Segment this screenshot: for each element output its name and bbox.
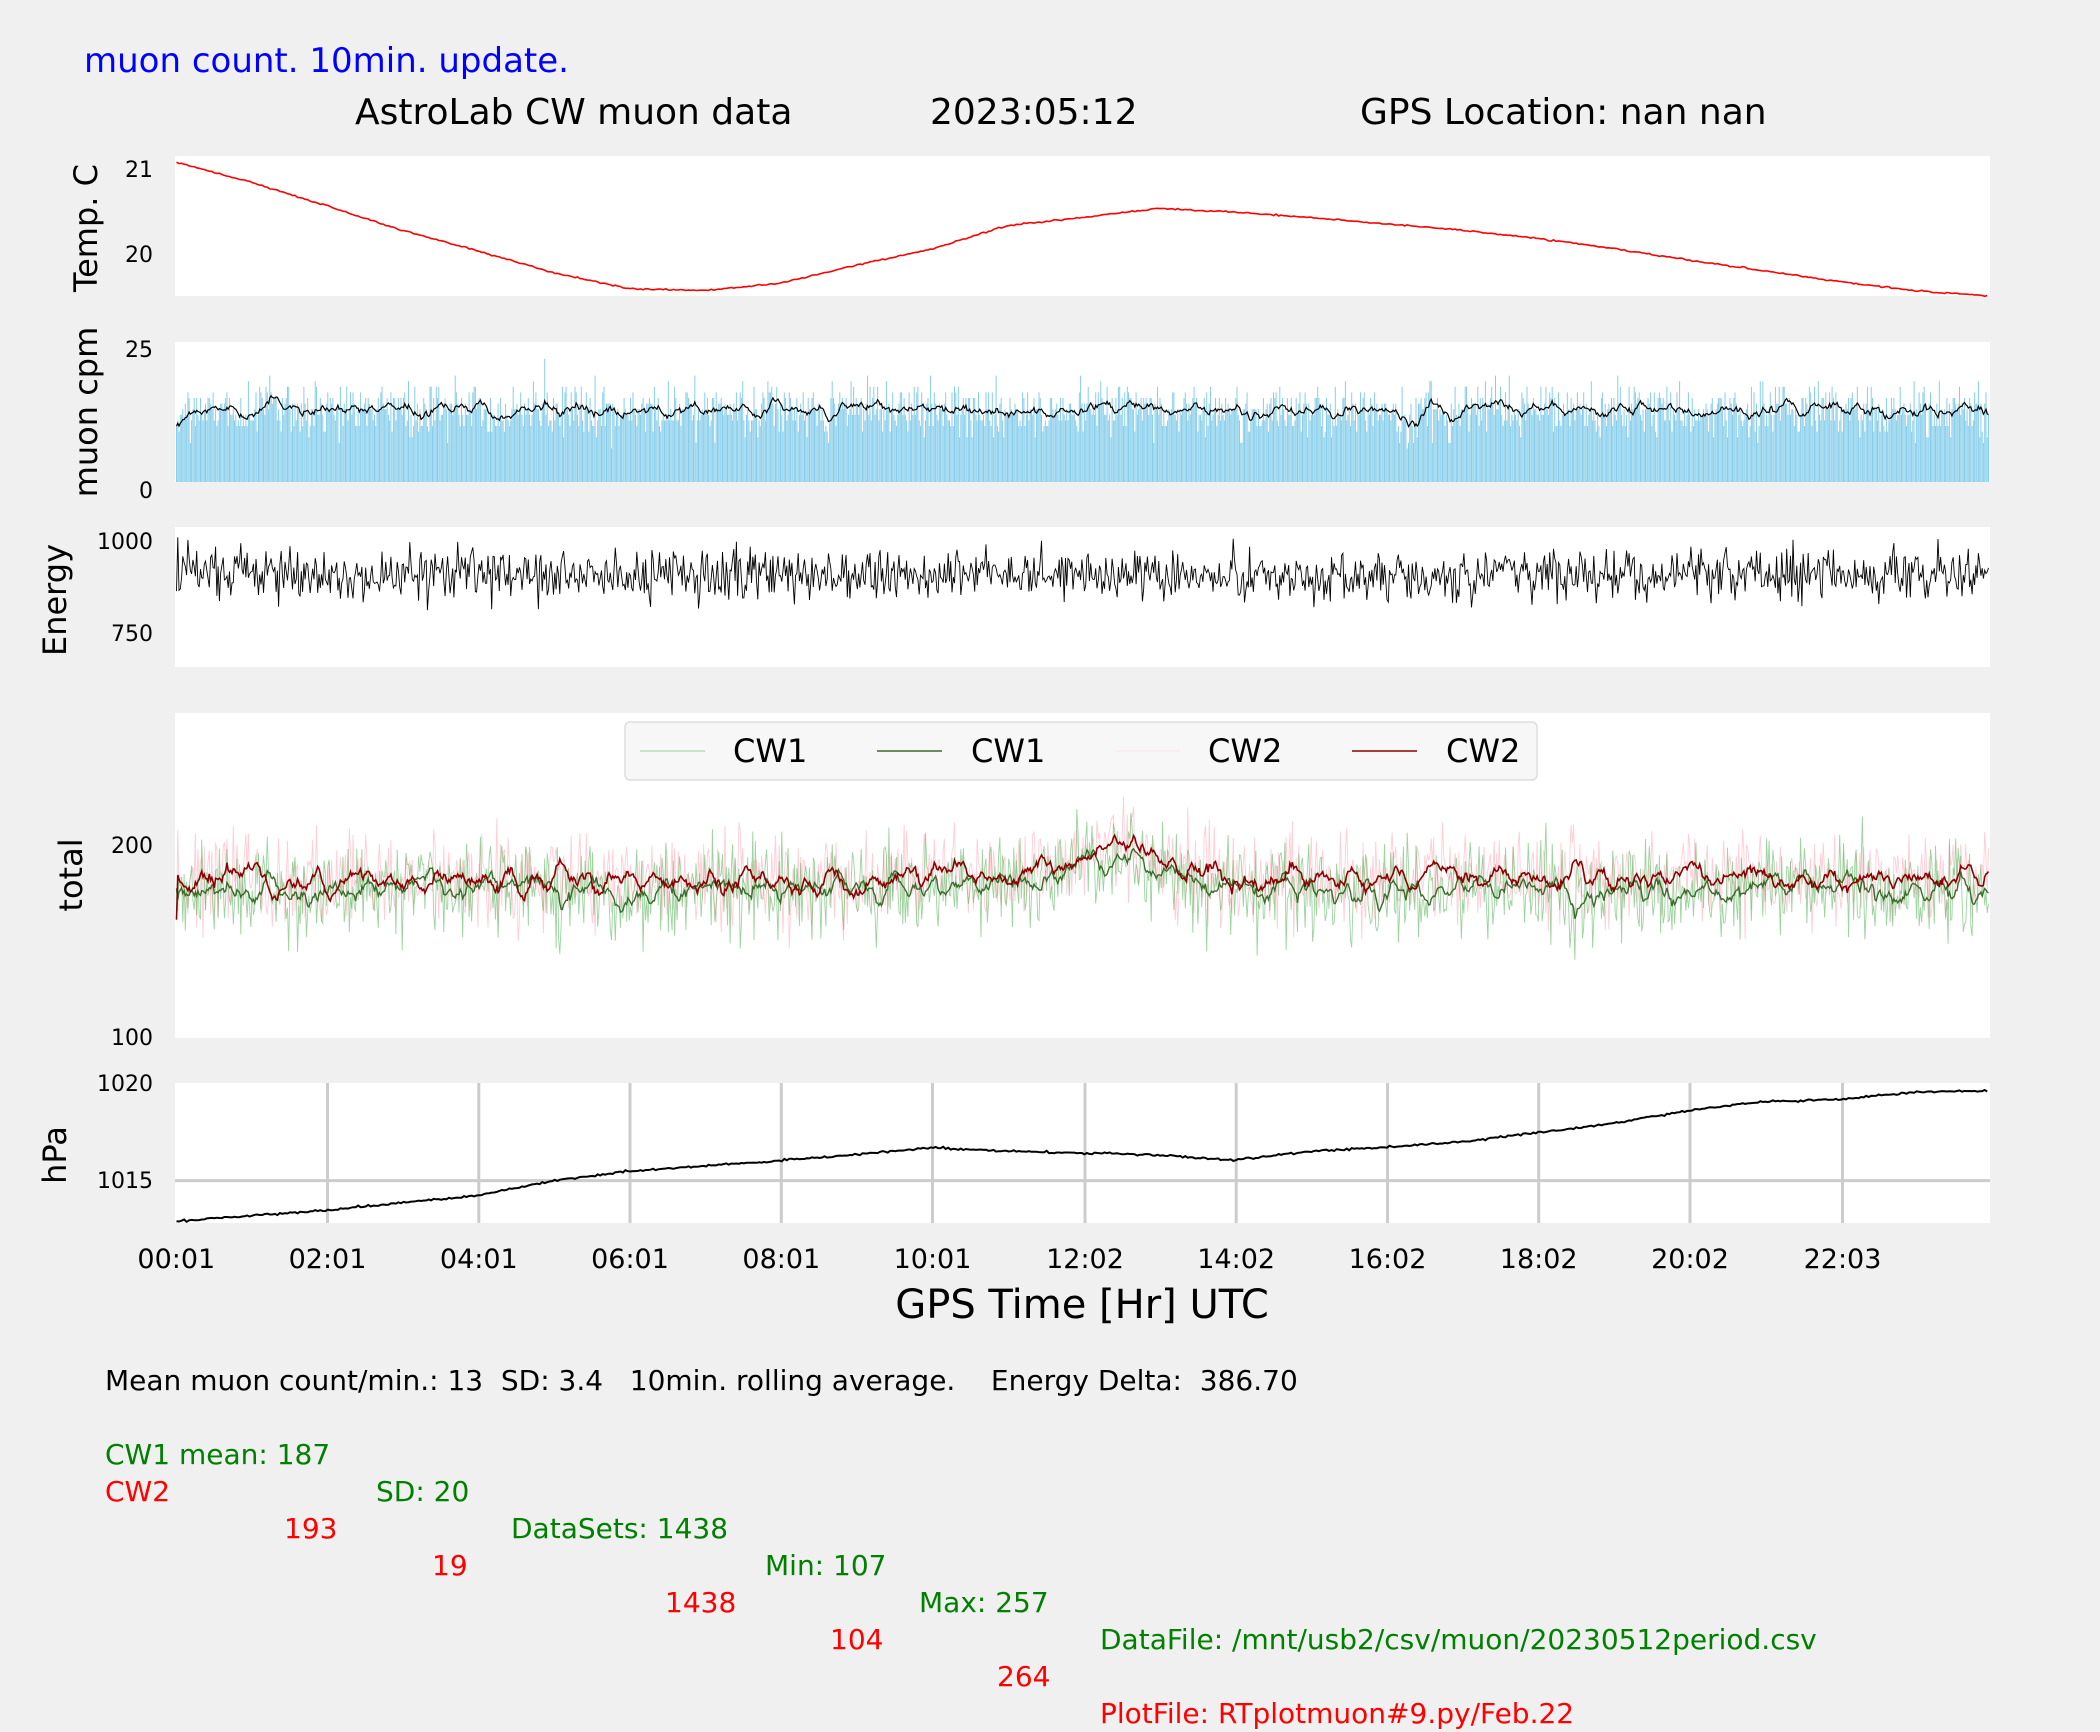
temp-ytick-21: 21 — [125, 158, 153, 183]
x-tick-label: 18:02 — [1500, 1244, 1578, 1275]
stats-cw2-min: 104 — [830, 1623, 884, 1656]
stats-cw2-label: CW2 — [105, 1475, 171, 1508]
cw2-rolling-line — [175, 833, 1990, 920]
x-tick-label: 12:02 — [1046, 1244, 1124, 1275]
x-tick-label: 02:01 — [289, 1244, 367, 1275]
stats-cw1-datasets: DataSets: 1438 — [511, 1512, 729, 1545]
figure-title: AstroLab CW muon data — [355, 92, 792, 133]
pressure-series-line — [176, 1088, 1988, 1224]
energy-ytick-750: 750 — [111, 622, 153, 647]
total-ytick-100: 100 — [111, 1026, 153, 1051]
muon-ytick-0: 0 — [139, 479, 153, 504]
x-axis-label: GPS Time [Hr] UTC — [895, 1282, 1269, 1328]
muon-ytick-25: 25 — [125, 338, 153, 363]
stats-summary-line: Mean muon count/min.: 13 SD: 3.4 10min. … — [105, 1364, 1298, 1397]
temp-series-line — [176, 161, 1988, 298]
x-tick-label: 16:02 — [1349, 1244, 1427, 1275]
temp-panel — [175, 156, 1990, 296]
energy-series-line — [176, 537, 1989, 611]
figure: muon count. 10min. update. AstroLab CW m… — [36, 41, 1990, 1328]
stats-cw1-min: Min: 107 — [765, 1549, 887, 1582]
x-tick-label: 10:01 — [894, 1244, 972, 1275]
stats-cw1-row: CW1 mean: 187 SD: 20 DataSets: 1438 Min:… — [0, 1399, 2100, 1656]
figure-location: GPS Location: nan nan — [1360, 92, 1767, 133]
stats-cw1-sd: SD: 20 — [376, 1475, 470, 1508]
stats-plotfile: PlotFile: RTplotmuon#9.py/Feb.22 — [1100, 1697, 1575, 1730]
energy-ylabel: Energy — [36, 544, 74, 656]
cw1-raw-line — [176, 808, 1989, 960]
temp-ytick-20: 20 — [125, 243, 153, 268]
stats-cw1-mean: CW1 mean: 187 — [105, 1438, 331, 1471]
hpa-ytick-1020: 1020 — [97, 1072, 153, 1097]
legend-cw1-avg-label: CW1 — [971, 732, 1045, 770]
legend-cw1-raw-label: CW1 — [733, 732, 807, 770]
x-tick-label: 06:01 — [591, 1244, 669, 1275]
figure-subtitle: muon count. 10min. update. — [84, 41, 569, 81]
stats-cw2-datasets: 1438 — [665, 1586, 737, 1619]
energy-panel — [175, 527, 1990, 667]
x-tick-label: 00:01 — [137, 1244, 215, 1275]
x-tick-label: 22:03 — [1804, 1244, 1882, 1275]
stats-cw1-max: Max: 257 — [919, 1586, 1049, 1619]
muon-ylabel: muon cpm — [67, 327, 105, 498]
x-tick-label: 14:02 — [1197, 1244, 1275, 1275]
total-ytick-200: 200 — [111, 834, 153, 859]
x-tick-label: 08:01 — [742, 1244, 820, 1275]
cw1-rolling-line — [175, 847, 1989, 920]
x-axis-ticks: 00:01 02:01 04:01 06:01 08:01 10:01 12:02 14:02… — [137, 1244, 1881, 1275]
stats-datafile: DataFile: /mnt/usb2/csv/muon/20230512per… — [1100, 1623, 1817, 1656]
stats-cw2-sd: 19 — [432, 1549, 468, 1582]
x-tick-label: 20:02 — [1651, 1244, 1729, 1275]
energy-ytick-1000: 1000 — [97, 530, 153, 555]
pressure-grid — [175, 1083, 1990, 1223]
hpa-ylabel: hPa — [36, 1126, 74, 1184]
stats-cw2-mean: 193 — [284, 1512, 338, 1545]
temp-ylabel: Temp. C — [67, 164, 105, 293]
hpa-ytick-1015: 1015 — [97, 1169, 153, 1194]
legend-box — [624, 721, 1538, 781]
legend-cw2-raw-label: CW2 — [1208, 732, 1282, 770]
x-tick-label: 04:01 — [440, 1244, 518, 1275]
total-legend: CW1 CW1 CW2 CW2 — [624, 721, 1538, 781]
legend-cw2-avg-label: CW2 — [1446, 732, 1520, 770]
stats-cw2-row: CW2 193 19 1438 104 264 PlotFile: RTplot… — [0, 1436, 2100, 1730]
muon-count-bars — [176, 358, 1989, 482]
total-ylabel: total — [52, 838, 90, 911]
muon-rolling-average-line — [175, 394, 1989, 428]
stats-cw2-max: 264 — [997, 1660, 1051, 1693]
figure-date: 2023:05:12 — [930, 92, 1138, 133]
